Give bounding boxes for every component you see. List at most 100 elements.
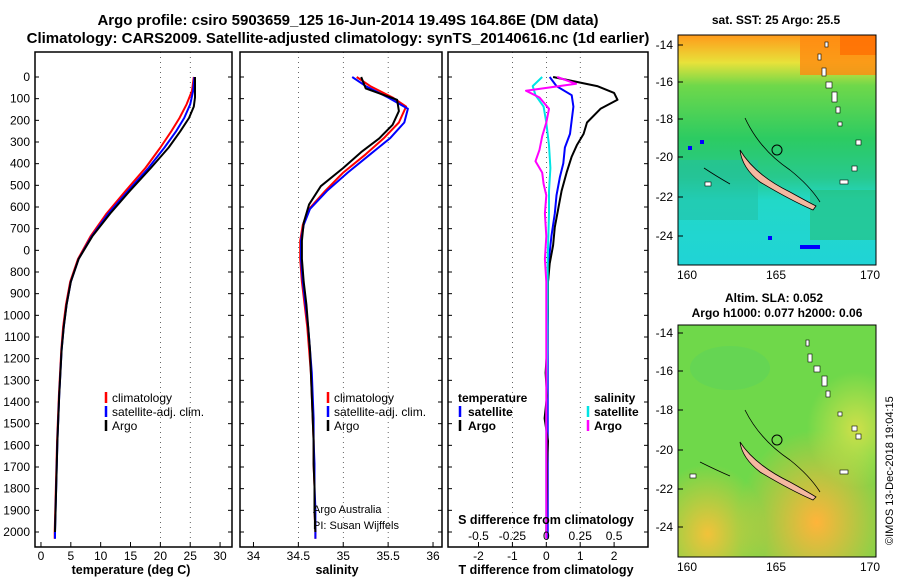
depth-tick-label: 100 [10,92,30,106]
sst-map-title: sat. SST: 25 Argo: 25.5 [712,13,841,27]
credit-pi: PI: Susan Wijffels [313,520,399,532]
series-line-argo [300,76,400,533]
sla-map-title-2: Argo h1000: 0.077 h2000: 0.06 [692,306,863,320]
map-lon-label: 160 [677,560,697,574]
x-tick-label: 15 [124,549,138,563]
salinity-axis-label: salinity [315,563,358,577]
x-tick-label: 1 [577,549,584,563]
depth-tick-label: 0 [23,70,30,84]
legend-s-argo: Argo [594,419,622,433]
temperature-legend: climatology satellite-adj. clim. Argo [104,391,204,433]
difference-plot: -2 -1 0 1 2 -0.5 -0.25 0 0.25 0.5 [468,76,623,563]
s-tick-label: -0.5 [468,529,489,543]
t-difference-axis-label: T difference from climatology [458,563,633,577]
x-tick-label: 0 [543,549,550,563]
map-lat-label: -20 [656,443,674,457]
legend-t-satellite: satellite [468,405,513,419]
x-tick-label: 20 [154,549,168,563]
title-line-1: Argo profile: csiro 5903659_125 16-Jun-2… [97,12,598,29]
s-tick-label: 0 [543,529,550,543]
legend-temperature-heading: temperature [458,391,528,405]
legend-climatology-2: climatology [334,391,394,405]
depth-tick-label: 2000 [3,525,30,539]
depth-tick-label: 1400 [3,395,30,409]
title-line-2: Climatology: CARS2009. Satellite-adjuste… [27,30,650,47]
legend-t-argo: Argo [468,419,496,433]
x-tick-label: 35 [337,549,351,563]
depth-tick-label: 1600 [3,438,30,452]
map-lat-label: -18 [656,112,674,126]
legend-argo: Argo [112,419,138,433]
depth-tick-label: 1100 [4,330,30,344]
depth-tick-label: 800 [10,265,30,279]
series-line-temperature-satellite [546,76,575,539]
series-line-salinity-argo [525,76,578,539]
map-lat-label: -16 [656,364,674,378]
temperature-panel-frame [34,51,233,548]
s-tick-label: 0.5 [606,529,623,543]
map-lat-label: -14 [656,38,674,52]
depth-tick-label: 0 [23,243,30,257]
depth-tick-label: 1800 [3,482,30,496]
s-tick-label: 0.25 [569,529,593,543]
s-tick-label: -0.25 [499,529,527,543]
series-line-temperature-argo [543,76,619,533]
x-tick-label: 5 [67,549,74,563]
salinity-legend: climatology satellite-adj. clim. Argo Ar… [313,391,426,532]
sla-map-title-1: Altim. SLA: 0.052 [725,291,823,305]
depth-tick-label: 1000 [3,308,30,322]
sla-map [677,324,877,558]
map-lat-label: -20 [656,150,674,164]
legend-argo-2: Argo [334,419,360,433]
depth-tick-label: 1500 [3,417,30,431]
series-line-climatology [53,76,195,539]
s-difference-axis-label: S difference from climatology [458,513,634,527]
map-lat-label: -22 [656,190,674,204]
depth-tick-label: 1900 [3,503,30,517]
x-tick-label: 10 [94,549,108,563]
x-tick-label: 25 [184,549,198,563]
salinity-plot: 34 34.5 35 35.5 36 [247,76,440,563]
difference-legend: temperature satellite Argo salinity sate… [458,391,639,433]
depth-tick-label: 600 [10,200,30,214]
depth-tick-labels: 0 100 200 300 400 500 600 700 0 800 900 1000 1100 120… [3,70,30,539]
map-lon-label: 170 [860,560,880,574]
legend-climatology: climatology [112,391,172,405]
difference-panel-frame [447,51,649,548]
map-lon-label: 165 [766,560,786,574]
x-tick-label: 30 [213,549,227,563]
x-tick-label: 2 [611,549,618,563]
x-tick-label: 34.5 [287,549,311,563]
sst-map [677,34,877,266]
legend-s-satellite: satellite [594,405,639,419]
depth-tick-label: 500 [10,178,30,192]
legend-satellite-adj: satellite-adj. clim. [112,405,204,419]
depth-tick-label: 200 [10,113,30,127]
depth-tick-label: 400 [10,157,30,171]
map-lat-label: -16 [656,75,674,89]
x-tick-label: -2 [473,549,484,563]
depth-tick-label: 1300 [3,373,30,387]
x-tick-label: 36 [426,549,440,563]
series-line-climatology [299,76,408,539]
series-line-satellite-adj-clim- [54,76,196,539]
map-lat-label: -24 [656,229,674,243]
x-tick-label: 35.5 [376,549,400,563]
depth-tick-label: 900 [10,287,30,301]
map-lat-label: -22 [656,482,674,496]
map-lon-label: 170 [860,268,880,282]
salinity-panel-frame [239,51,443,548]
depth-tick-label: 700 [10,222,30,236]
credit-argo-australia: Argo Australia [313,504,382,516]
map-lat-label: -24 [656,520,674,534]
map-lon-label: 165 [766,268,786,282]
legend-satellite-adj-2: satellite-adj. clim. [334,405,426,419]
temperature-axis-label: temperature (deg C) [72,563,191,577]
grid-lines [35,52,648,547]
x-tick-label: 34 [247,549,261,563]
map-lat-label: -14 [656,326,674,340]
series-line-satellite-adj-clim- [300,76,409,539]
x-tick-label: -1 [507,549,518,563]
imos-credit: ©IMOS 13-Dec-2018 19:04:15 [884,396,896,545]
